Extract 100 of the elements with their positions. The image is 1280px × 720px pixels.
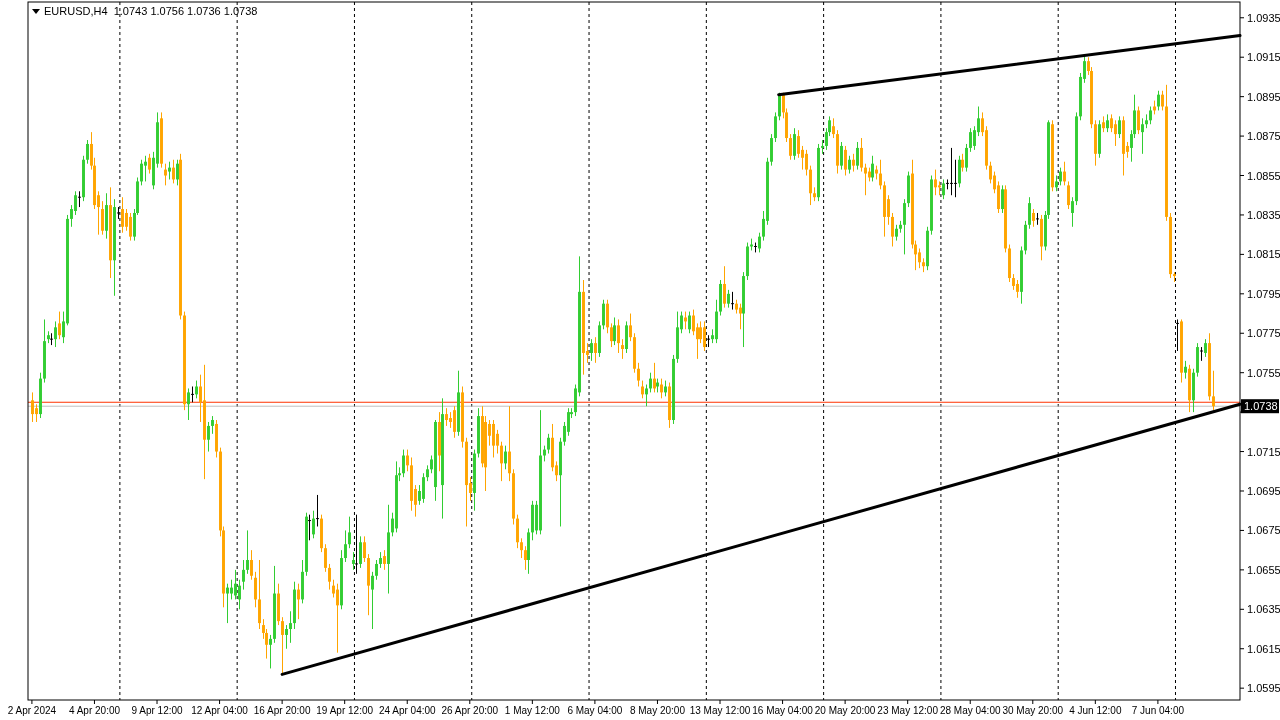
candlestick bbox=[508, 405, 511, 482]
candlestick bbox=[129, 212, 132, 242]
candlestick bbox=[1118, 115, 1121, 139]
candlestick bbox=[723, 265, 726, 309]
candlestick bbox=[860, 137, 863, 173]
x-tick-label: 1 May 12:00 bbox=[504, 705, 561, 716]
x-tick-label: 16 May 04:00 bbox=[752, 705, 814, 716]
x-tick-label: 2 Apr 2024 bbox=[7, 705, 57, 716]
candlestick bbox=[625, 320, 628, 354]
y-tick-label: 1.0895 bbox=[1247, 90, 1280, 103]
candlestick bbox=[699, 320, 702, 344]
candlestick bbox=[613, 316, 616, 346]
candlestick bbox=[891, 212, 894, 247]
candlestick bbox=[610, 322, 613, 348]
candlestick bbox=[918, 247, 921, 269]
candlestick bbox=[660, 378, 663, 399]
candlestick bbox=[840, 141, 843, 171]
candlestick bbox=[230, 579, 233, 600]
candlestick bbox=[246, 529, 249, 575]
candlestick bbox=[809, 165, 812, 206]
candlestick bbox=[688, 311, 691, 334]
candlestick bbox=[226, 583, 229, 624]
candlestick bbox=[281, 616, 284, 675]
candlestick bbox=[101, 200, 104, 236]
candlestick bbox=[856, 141, 859, 171]
candlestick bbox=[348, 516, 351, 549]
candlestick bbox=[1067, 180, 1070, 210]
y-tick-label: 1.0835 bbox=[1247, 208, 1280, 221]
candlestick bbox=[774, 111, 777, 143]
candlestick bbox=[1114, 119, 1117, 147]
y-tick-label: 1.0775 bbox=[1247, 327, 1280, 340]
y-tick-label: 1.0715 bbox=[1247, 445, 1280, 458]
candlestick bbox=[140, 159, 143, 186]
candlestick bbox=[492, 419, 495, 458]
candlestick bbox=[297, 583, 300, 620]
candlestick bbox=[621, 338, 624, 360]
candlestick bbox=[307, 514, 312, 541]
x-tick-label: 20 May 20:00 bbox=[814, 705, 876, 716]
candlestick bbox=[1001, 184, 1004, 214]
candlestick bbox=[254, 571, 257, 608]
candlestick bbox=[86, 139, 89, 165]
x-tick-label: 13 May 12:00 bbox=[689, 705, 751, 716]
candlestick bbox=[590, 338, 593, 362]
chart-title: EURUSD,H4 1.0743 1.0756 1.0736 1.0738 bbox=[44, 5, 258, 17]
candlestick bbox=[383, 549, 386, 571]
y-tick-label: 1.0635 bbox=[1247, 603, 1280, 616]
candlestick bbox=[965, 143, 968, 173]
y-tick-label: 1.0595 bbox=[1247, 682, 1280, 695]
candlestick bbox=[770, 133, 773, 167]
candlestick bbox=[289, 610, 292, 644]
candlestick bbox=[77, 190, 82, 208]
y-tick-label: 1.0755 bbox=[1247, 366, 1280, 379]
candlestick bbox=[234, 569, 237, 600]
candlestick bbox=[637, 362, 640, 387]
x-tick-label: 7 Jun 04:00 bbox=[1131, 705, 1185, 716]
candlestick bbox=[148, 153, 151, 175]
candlestick bbox=[144, 155, 147, 182]
y-tick-label: 1.0855 bbox=[1247, 169, 1280, 182]
x-tick-label: 6 May 04:00 bbox=[567, 705, 623, 716]
candlestick bbox=[324, 543, 327, 573]
candlestick bbox=[250, 549, 253, 581]
candlestick bbox=[606, 299, 609, 334]
candlestick bbox=[402, 449, 405, 478]
candlestick bbox=[844, 145, 847, 177]
candlestick bbox=[793, 127, 796, 161]
y-tick-label: 1.0655 bbox=[1247, 563, 1280, 576]
x-tick-label: 24 Apr 04:00 bbox=[378, 705, 437, 716]
candlestick bbox=[371, 571, 374, 630]
x-tick-label: 4 Apr 20:00 bbox=[68, 705, 121, 716]
candlestick bbox=[269, 634, 272, 669]
y-tick-label: 1.0675 bbox=[1247, 524, 1280, 537]
x-tick-label: 19 Apr 12:00 bbox=[316, 705, 374, 716]
x-tick-label: 26 Apr 20:00 bbox=[441, 705, 499, 716]
candlestick bbox=[121, 196, 124, 234]
candlestick bbox=[359, 535, 362, 569]
candlestick bbox=[285, 624, 288, 650]
candlestick bbox=[942, 178, 945, 200]
candlestick bbox=[1071, 196, 1074, 228]
candlestick bbox=[832, 117, 835, 139]
candlestick bbox=[805, 149, 808, 177]
candlestick bbox=[594, 336, 597, 364]
candlestick bbox=[453, 405, 456, 439]
y-tick-label: 1.0875 bbox=[1247, 130, 1280, 143]
candlestick bbox=[879, 159, 882, 190]
x-tick-label: 9 Apr 12:00 bbox=[131, 705, 184, 716]
candlestick bbox=[903, 198, 906, 255]
x-tick-label: 28 May 04:00 bbox=[939, 705, 1001, 716]
ref-line-label: 1.0738 bbox=[1244, 400, 1278, 413]
candlestick bbox=[58, 311, 61, 340]
candlestick bbox=[758, 232, 761, 253]
y-tick-label: 1.0935 bbox=[1247, 11, 1280, 24]
x-tick-label: 23 May 12:00 bbox=[877, 705, 939, 716]
candlestick bbox=[31, 391, 34, 423]
candlestick bbox=[969, 127, 972, 153]
candlestick bbox=[344, 529, 347, 563]
candlestick bbox=[504, 445, 507, 470]
candlestick bbox=[1141, 117, 1144, 155]
candlestick bbox=[336, 583, 339, 654]
candlestick bbox=[74, 190, 77, 216]
candlestick bbox=[524, 545, 527, 571]
